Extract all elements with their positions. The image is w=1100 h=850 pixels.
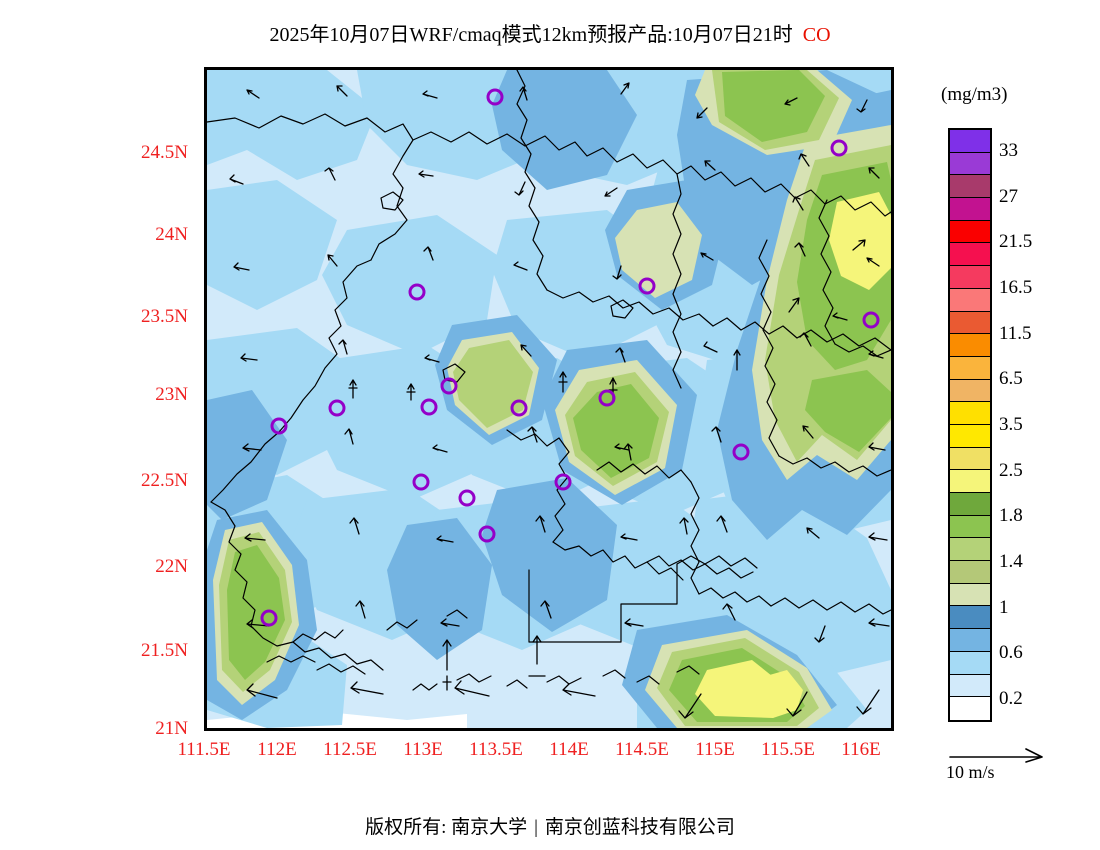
y-axis-label: 21.5N: [141, 640, 188, 661]
x-axis-label: 113E: [403, 739, 443, 760]
wind-scale-arrow: [946, 745, 1076, 765]
station-marker[interactable]: [458, 489, 476, 507]
colorbar-segment: [950, 538, 990, 562]
colorbar-tick-label: 21.5: [999, 231, 1033, 253]
colorbar-segment: [950, 424, 990, 448]
footer-separator: |: [534, 817, 538, 838]
x-axis-label: 111.5E: [177, 739, 231, 760]
colorbar-tick-label: 1.4: [999, 551, 1023, 573]
footer-company: 南京创蓝科技有限公司: [544, 817, 735, 838]
x-axis-label: 116E: [841, 739, 881, 760]
colorbar-segment: [950, 130, 990, 153]
map-frame: [204, 67, 894, 731]
colorbar-tick-label: 16.5: [999, 276, 1033, 298]
colorbar-segment: [950, 447, 990, 471]
colorbar-segment: [950, 651, 990, 675]
colorbar-segment: [950, 674, 990, 698]
x-axis-label: 112E: [257, 739, 297, 760]
x-axis-label: 115E: [695, 739, 735, 760]
station-marker[interactable]: [440, 377, 458, 395]
station-marker[interactable]: [638, 277, 656, 295]
wind-vectors: [229, 82, 890, 719]
station-marker[interactable]: [328, 399, 346, 417]
colorbar-segment: [950, 198, 990, 221]
station-marker[interactable]: [412, 473, 430, 491]
colorbar-segment: [950, 561, 990, 584]
colorbar-tick-label: 2.5: [999, 459, 1023, 481]
colorbar-segment: [950, 356, 990, 380]
colorbar-segment: [950, 220, 990, 244]
station-marker[interactable]: [554, 473, 572, 491]
station-marker[interactable]: [598, 389, 616, 407]
station-markers[interactable]: [260, 88, 880, 627]
colorbar-segment: [950, 311, 990, 335]
y-axis-label: 24.5N: [141, 142, 188, 163]
map-canvas: [207, 70, 891, 728]
station-marker[interactable]: [862, 311, 880, 329]
y-axis-label: 22.5N: [141, 470, 188, 491]
title-species: CO: [802, 24, 831, 46]
colorbar-segment: [950, 175, 990, 199]
y-axis-label: 21N: [155, 718, 188, 739]
colorbar-segment: [950, 629, 990, 652]
station-marker[interactable]: [830, 139, 848, 157]
colorbar-tick-label: 27: [999, 185, 1018, 207]
station-marker[interactable]: [486, 88, 504, 106]
station-marker[interactable]: [270, 417, 288, 435]
station-marker[interactable]: [408, 283, 426, 301]
x-axis-label: 114.5E: [615, 739, 669, 760]
colorbar-tick-label: 6.5: [999, 368, 1023, 390]
y-axis-label: 22N: [155, 556, 188, 577]
wind-scale-label: 10 m/s: [946, 762, 995, 782]
footer: 版权所有: 南京大学 | 南京创蓝科技有限公司: [0, 812, 1100, 839]
colorbar-segment: [950, 243, 990, 267]
colorbar-tick-label: 11.5: [999, 322, 1032, 344]
station-marker[interactable]: [420, 398, 438, 416]
colorbar-segment: [950, 152, 990, 176]
colorbar-segment: [950, 379, 990, 403]
footer-copyright: 版权所有: 南京大学: [365, 817, 528, 838]
map-plot-area: [204, 67, 894, 731]
y-axis-label: 23.5N: [141, 306, 188, 327]
x-axis-label: 115.5E: [761, 739, 815, 760]
colorbar-segment: [950, 493, 990, 516]
colorbar-unit: (mg/m3): [941, 84, 1008, 105]
colorbar-tick-label: 0.6: [999, 642, 1023, 664]
y-axis-label: 23N: [155, 384, 188, 405]
colorbar-tick-label: 3.5: [999, 414, 1023, 435]
station-marker[interactable]: [260, 609, 278, 627]
x-axis-label: 112.5E: [323, 739, 377, 760]
colorbar-segment: [950, 266, 990, 289]
station-marker[interactable]: [732, 443, 750, 461]
station-marker[interactable]: [510, 399, 528, 417]
x-axis-label: 114E: [549, 739, 589, 760]
colorbar-segment: [950, 334, 990, 357]
station-marker[interactable]: [478, 525, 496, 543]
colorbar-segment: [950, 583, 990, 607]
colorbar-segment: [950, 606, 990, 630]
colorbar-segment: [950, 470, 990, 493]
y-axis-label: 24N: [155, 224, 188, 245]
colorbar: [948, 128, 992, 722]
map-boundaries: [207, 70, 891, 691]
colorbar-segment: [950, 515, 990, 539]
colorbar-tick-label: 1: [999, 596, 1009, 618]
colorbar-segment: [950, 288, 990, 312]
colorbar-tick-label: 33: [999, 139, 1018, 161]
colorbar-segment: [950, 697, 990, 720]
colorbar-tick-label: 1.8: [999, 505, 1023, 527]
colorbar-tick-label: 0.2: [999, 688, 1023, 710]
page-title: 2025年10月07日WRF/cmaq模式12km预报产品:10月07日21时 C…: [0, 18, 1100, 47]
title-text: 2025年10月07日WRF/cmaq模式12km预报产品:10月07日21时: [269, 24, 793, 46]
x-axis-label: 113.5E: [469, 739, 523, 760]
colorbar-segment: [950, 402, 990, 425]
contour-fill-3.5: [695, 192, 891, 718]
